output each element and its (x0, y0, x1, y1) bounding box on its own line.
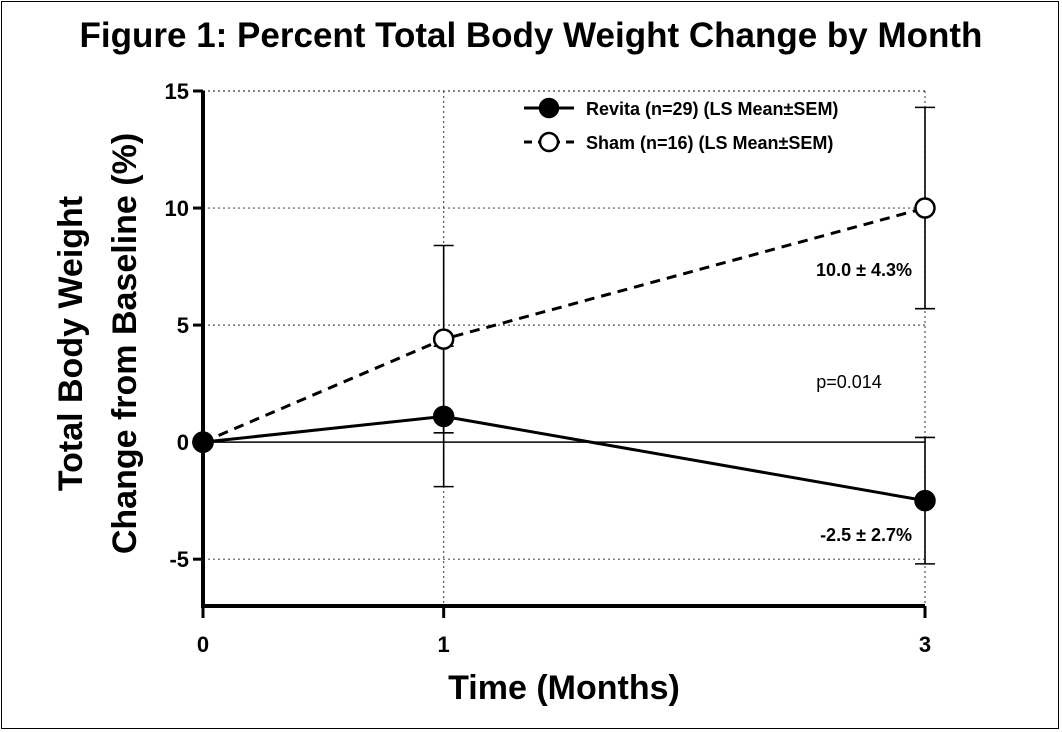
chart-title: Figure 1: Percent Total Body Weight Chan… (79, 16, 983, 55)
series-line-0 (202, 414, 926, 503)
annotation-sham-end: 10.0 ± 4.3% (816, 260, 912, 280)
x-axis-title: Time (Months) (448, 669, 680, 707)
legend-label: Revita (n=29) (LS Mean±SEM) (586, 99, 838, 119)
legend-marker-1 (538, 131, 560, 153)
data-point-1-1 (432, 328, 455, 350)
data-point-origin (192, 431, 214, 453)
annotation-pvalue: p=0.014 (816, 372, 882, 392)
data-point-0-1 (432, 405, 455, 428)
y-tick-label: -5 (169, 547, 189, 572)
x-tick-label: 0 (197, 632, 209, 657)
y-tick-label: 10 (165, 196, 189, 221)
y-axis-title-line-1: Total Body Weight (52, 196, 90, 491)
legend-label: Sham (n=16) (LS Mean±SEM) (586, 133, 833, 153)
data-point-1-2 (914, 197, 936, 219)
y-tick-label: 5 (177, 313, 189, 338)
y-tick-label: 15 (165, 79, 189, 104)
data-point-0-2 (914, 489, 936, 512)
y-tick-label: 0 (177, 430, 189, 455)
x-tick-label: 3 (919, 632, 931, 657)
legend-marker-0 (538, 97, 560, 119)
y-axis-title-line-2: Change from Baseline (%) (106, 133, 144, 554)
x-tick-label: 1 (438, 632, 450, 657)
annotation-revita-end: -2.5 ± 2.7% (820, 525, 912, 545)
